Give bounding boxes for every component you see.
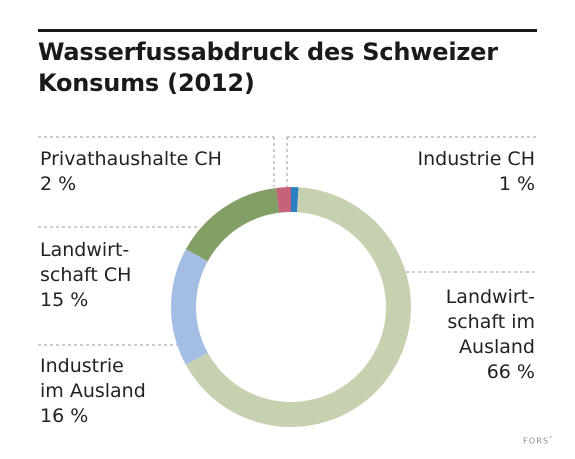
logo-text: FORS — [523, 436, 550, 446]
label-text-line: schaft im — [447, 311, 535, 333]
label-landwirtschaft-ch: Landwirt- schaft CH 15 % — [40, 238, 131, 313]
slice-landwirtschaft-ch — [185, 187, 280, 262]
label-value: 66 % — [486, 361, 535, 383]
label-value: 2 % — [40, 173, 77, 195]
label-value: 16 % — [40, 405, 89, 427]
label-text-line: Landwirt- — [40, 239, 130, 261]
fors-logo: FORS° — [523, 436, 553, 446]
label-industrie-ch: Industrie CH 1 % — [418, 147, 535, 197]
donut-slices — [171, 187, 411, 427]
chart-title: Wasserfussabdruck des Schweizer Konsums … — [38, 37, 537, 99]
label-text-line: Industrie — [40, 355, 124, 377]
label-text-line: Ausland — [459, 336, 535, 358]
logo-mark: ° — [549, 436, 554, 442]
label-text-line: im Ausland — [40, 380, 146, 402]
label-privathaushalte-ch: Privathaushalte CH 2 % — [40, 147, 222, 197]
label-text-line: Landwirt- — [445, 286, 535, 308]
label-value: 1 % — [498, 173, 535, 195]
chart-title-line-1: Wasserfussabdruck des Schweizer — [38, 38, 498, 66]
slice-industrie-im-ausland — [171, 249, 208, 365]
title-rule — [38, 29, 537, 32]
label-text-line: Industrie CH — [417, 148, 535, 170]
label-text-line: Privathaushalte CH — [40, 148, 222, 170]
slice-industrie-ch — [291, 187, 299, 213]
label-landwirtschaft-im-ausland: Landwirt- schaft im Ausland 66 % — [446, 285, 535, 385]
leader-lines — [38, 136, 537, 346]
chart-title-line-2: Konsums (2012) — [38, 69, 255, 97]
label-text-line: schaft CH — [40, 264, 132, 286]
slice-privathaushalte-ch — [275, 187, 291, 213]
label-industrie-im-ausland: Industrie im Ausland 16 % — [40, 354, 146, 429]
label-value: 15 % — [40, 289, 89, 311]
